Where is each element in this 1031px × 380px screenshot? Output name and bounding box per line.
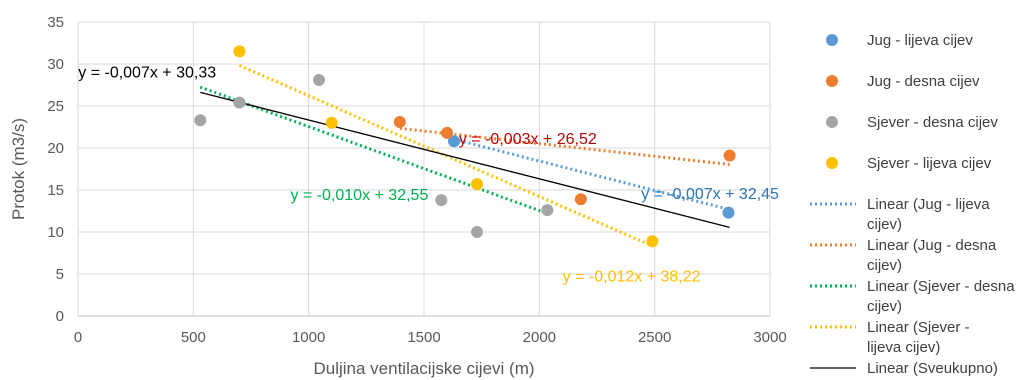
trendline-equation: y = -0,007x + 32,45: [641, 186, 779, 203]
data-point: [313, 73, 326, 86]
x-tick-label: 1500: [407, 329, 440, 346]
legend-label: Sjever - lijeva cijev: [867, 155, 992, 172]
data-point: [233, 96, 246, 109]
y-tick-label: 20: [47, 140, 64, 157]
legend-label: Linear (Sveukupno): [867, 360, 998, 377]
legend-label: Sjever - desna cijev: [867, 114, 998, 131]
legend-label: Linear (Sjever - desna cijev): [867, 278, 1015, 315]
y-axis-title: Protok (m3/s): [9, 118, 28, 220]
y-tick-label: 10: [47, 224, 64, 241]
data-point: [447, 135, 460, 148]
trendline: [200, 91, 730, 228]
y-tick-label: 5: [56, 266, 64, 283]
data-point: [393, 115, 406, 128]
legend-marker: [826, 75, 838, 87]
trendline: [199, 85, 548, 215]
data-point: [541, 204, 554, 217]
data-point: [722, 206, 735, 219]
trendline: [399, 126, 730, 166]
trendlines: [199, 64, 730, 248]
y-tick-label: 35: [47, 14, 64, 31]
data-point: [435, 194, 448, 207]
gridlines: [77, 21, 771, 317]
legend-entry: Jug - desna cijev: [826, 73, 980, 90]
trendline-equation: y = -0,010x + 32,55: [290, 187, 428, 204]
legend-marker: [826, 157, 838, 169]
axes: 0 5 10 15 20 25 30 35 0 500 1000 1500 2000 2500 3000: [47, 14, 786, 346]
y-tick-label: 0: [56, 308, 64, 325]
data-point: [233, 45, 246, 58]
y-tick-label: 25: [47, 98, 64, 115]
x-axis-title: Duljina ventilacijske cijevi (m): [313, 359, 534, 378]
legend-label: Jug - lijeva cijev: [867, 32, 973, 49]
legend-entry: Jug - lijeva cijev: [826, 32, 973, 49]
trendline-equation: y = -0,012x + 38,22: [563, 269, 701, 286]
data-point: [723, 149, 736, 162]
equation-annotations: y = -0,007x + 30,33 y = -0,003x + 26,52 y …: [78, 64, 779, 285]
trendline-equation: y = -0,003x + 26,52: [459, 131, 597, 148]
data-points: [194, 45, 736, 248]
legend-entry: Linear (Jug - lijeva cijev): [810, 196, 990, 233]
x-tick-label: 1000: [292, 329, 325, 346]
x-tick-label: 0: [74, 329, 82, 346]
data-point: [441, 126, 454, 139]
legend-entry: Linear (Sveukupno): [810, 360, 998, 377]
x-tick-label: 500: [181, 329, 206, 346]
data-point: [574, 193, 587, 206]
data-point: [194, 114, 207, 127]
trendline-equation: y = -0,007x + 30,33: [78, 64, 216, 81]
x-tick-label: 2000: [523, 329, 556, 346]
legend-label: Linear (Jug - lijeva cijev): [867, 196, 990, 233]
legend-label: Jug - desna cijev: [867, 73, 980, 90]
legend-entry: Sjever - lijeva cijev: [826, 155, 992, 172]
y-tick-label: 30: [47, 56, 64, 73]
x-tick-label: 3000: [753, 329, 786, 346]
trendline: [453, 137, 729, 211]
legend-label: Linear (Jug - desna cijev): [867, 237, 997, 274]
data-point: [646, 235, 659, 248]
legend: Jug - lijeva cijev Jug - desna cijev Sjeve…: [810, 32, 1015, 377]
data-point: [471, 178, 484, 191]
legend-entry: Sjever - desna cijev: [826, 114, 998, 131]
x-tick-label: 2500: [638, 329, 671, 346]
data-point: [325, 116, 338, 129]
legend-entry: Linear (Jug - desna cijev): [810, 237, 997, 274]
legend-marker: [826, 34, 838, 46]
y-tick-label: 15: [47, 182, 64, 199]
legend-marker: [826, 116, 838, 128]
legend-entry: Linear (Sjever -lijeva cijev): [810, 319, 970, 356]
legend-label: Linear (Sjever -lijeva cijev): [867, 319, 970, 356]
trendline: [238, 64, 653, 248]
legend-entry: Linear (Sjever - desna cijev): [810, 278, 1015, 315]
data-point: [471, 226, 484, 238]
